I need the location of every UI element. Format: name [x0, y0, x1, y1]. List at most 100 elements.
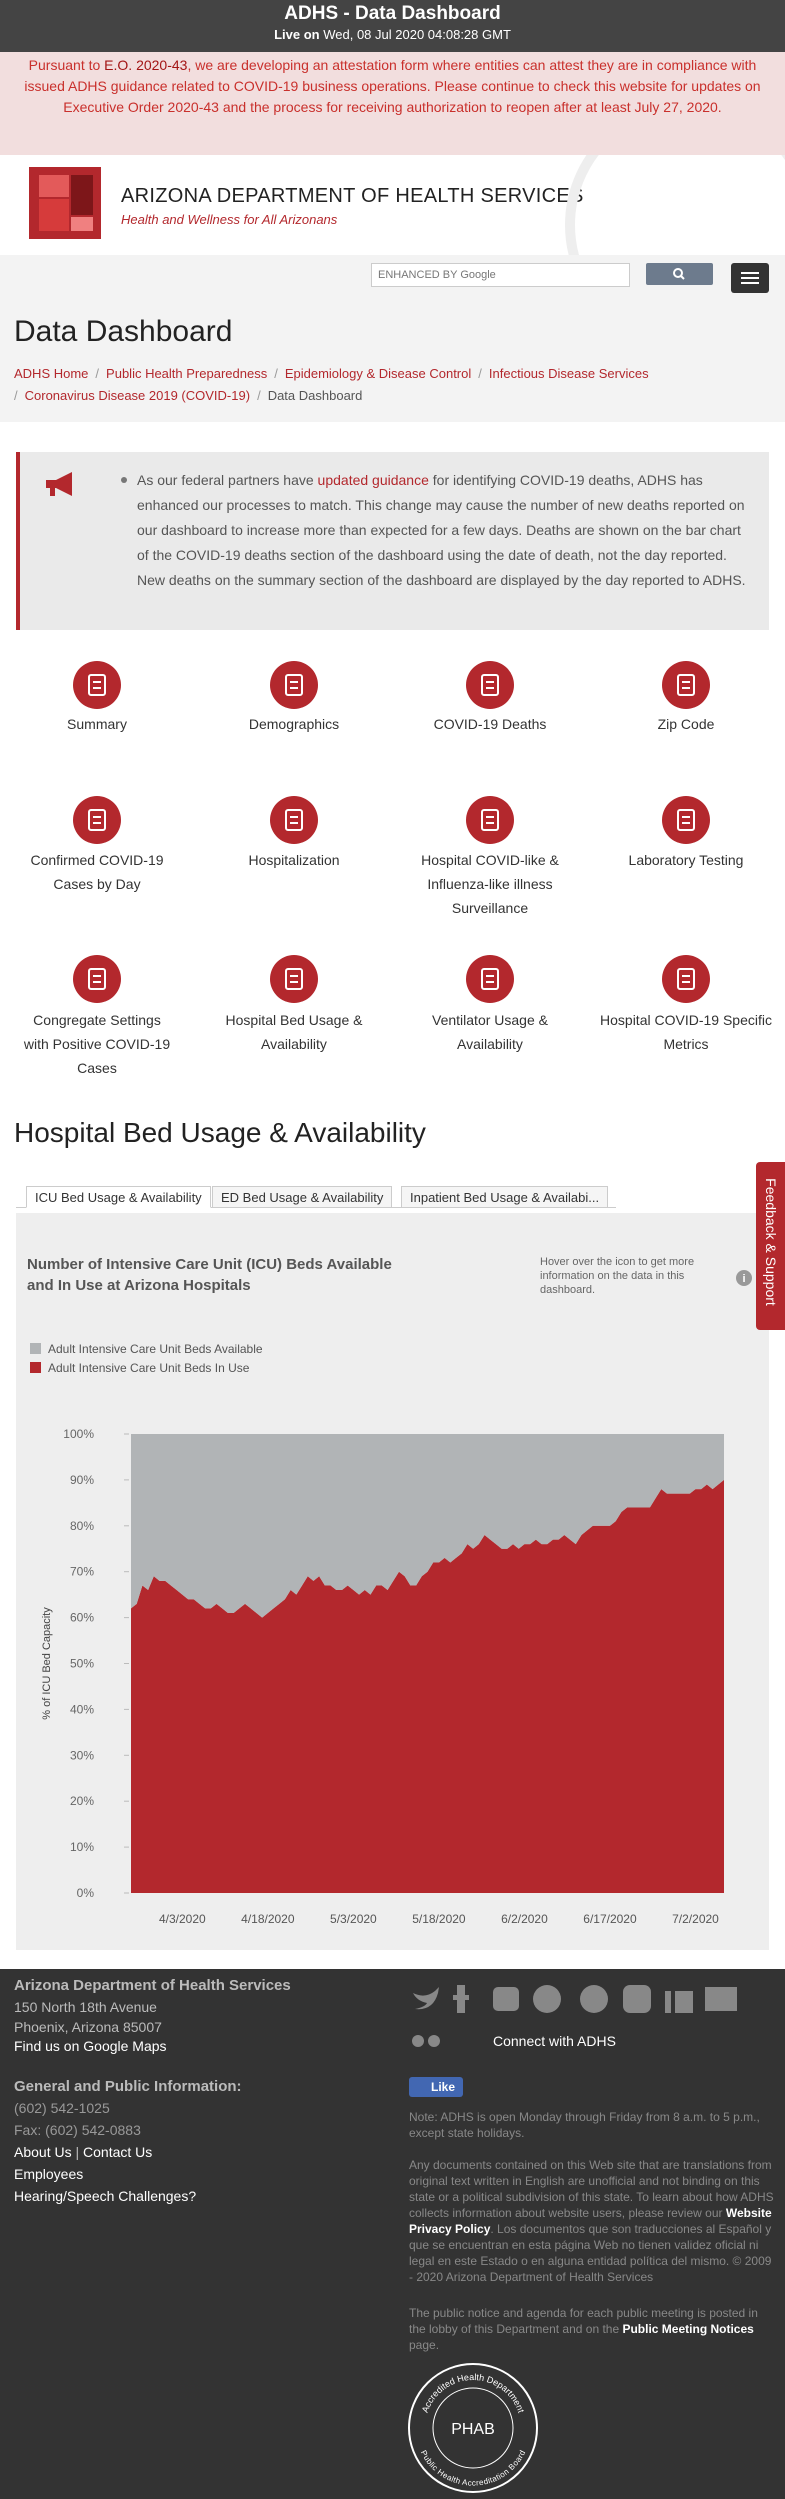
nav-glyph [285, 968, 303, 990]
nav-label[interactable]: Summary [67, 716, 127, 732]
x-tick-label: 7/2/2020 [672, 1912, 719, 1926]
about-link[interactable]: About Us [14, 2144, 72, 2160]
nav-label[interactable]: COVID-19 Deaths [433, 716, 547, 732]
breadcrumb[interactable]: Public Health Preparedness [106, 366, 268, 381]
x-tick-label: 6/17/2020 [583, 1912, 637, 1926]
page-title: Data Dashboard [14, 315, 233, 348]
nav-label[interactable]: Demographics [248, 716, 340, 732]
footer-fax: Fax: (602) 542-0883 [14, 2122, 141, 2138]
bullet [121, 477, 127, 483]
title-band: ENHANCED BY Google Data Dashboard ADHS H… [0, 255, 785, 422]
y-tick-label: 90% [70, 1473, 94, 1487]
nav-label[interactable]: Hospital Bed Usage & Availability [225, 1012, 363, 1052]
disclaimer-text: . Los documentos que son traducciones al… [409, 2222, 772, 2284]
y-tick-label: 50% [70, 1657, 94, 1671]
privacy-link[interactable]: Website Privacy Policy [409, 2206, 772, 2236]
disclaimer-text: Any documents contained on this Web site… [409, 2158, 774, 2220]
y-tick-label: 60% [70, 1611, 94, 1625]
chart: Number of Intensive Care Unit (ICU) Beds… [27, 1256, 752, 1926]
nav-label[interactable]: Hospital COVID-19 Specific Metrics [600, 1012, 772, 1052]
nav-icon[interactable] [466, 661, 514, 709]
nav-label[interactable]: Zip Code [657, 716, 715, 732]
chart-annotation: Hover over the icon to get more informati… [540, 1256, 694, 1296]
disclaimer: Any documents contained on this Web site… [409, 2157, 774, 2285]
search-button[interactable] [646, 263, 713, 285]
megaphone-icon [46, 472, 72, 496]
alert-text: , we are developing an attestation form … [24, 57, 761, 115]
social-icons [413, 1985, 737, 2013]
public-link[interactable]: Public Meeting Notices [622, 2322, 754, 2336]
nav-label[interactable]: Confirmed COVID-19 Cases by Day [30, 852, 164, 892]
nav-label[interactable]: Hospital COVID-like & Influenza-like ill… [421, 852, 559, 916]
site-title: ADHS - Data Dashboard [284, 3, 501, 24]
nav-icon[interactable] [73, 661, 121, 709]
employees-link[interactable]: Employees [14, 2166, 84, 2182]
live-line: Live on Wed, 08 Jul 2020 04:08:28 GMT [0, 27, 785, 42]
tab[interactable]: ED Bed Usage & Availability [212, 1186, 393, 1208]
tab-active[interactable]: ICU Bed Usage & Availability [26, 1186, 211, 1208]
maps-link[interactable]: Find us on Google Maps [14, 2038, 167, 2054]
logo [29, 167, 101, 239]
alert-text: Pursuant to [28, 57, 105, 73]
seal-mark: PHAB [451, 2421, 495, 2438]
breadcrumb[interactable]: Coronavirus Disease 2019 (COVID-19) [24, 388, 251, 403]
nav-icon[interactable] [270, 661, 318, 709]
nav-icon[interactable] [662, 955, 710, 1003]
nav-glyph [481, 968, 499, 990]
footer-phone: (602) 542-1025 [14, 2100, 110, 2116]
legend-label: Adult Intensive Care Unit Beds Available [48, 1342, 263, 1356]
seal-top-path: Accredited Health Department [420, 2372, 527, 2415]
nav-glyph [677, 674, 695, 696]
nav-icon[interactable] [270, 955, 318, 1003]
header: ARIZONA DEPARTMENT OF HEALTH SERVICES He… [0, 155, 785, 255]
breadcrumb-row: ADHS Home / Public Health Preparedness / Epi… [14, 366, 649, 381]
info-icon[interactable] [736, 1270, 752, 1286]
like-button[interactable]: Like [409, 2077, 464, 2097]
connect-text: Connect with ADHS [493, 2033, 616, 2049]
x-tick-label: 5/18/2020 [412, 1912, 466, 1926]
breadcrumb[interactable]: ADHS Home [14, 366, 89, 381]
breadcrumb[interactable]: Epidemiology & Disease Control [284, 366, 472, 381]
breadcrumb[interactable]: Infectious Disease Services [488, 366, 649, 381]
connect-dots [412, 2035, 440, 2047]
live-prefix: Live on [274, 27, 320, 42]
top-bar: ADHS - Data Dashboard Live on Wed, 08 Ju… [0, 0, 785, 52]
nav-icon[interactable] [73, 955, 121, 1003]
search-icon [673, 268, 685, 280]
footer-links: About Us | Contact Us [14, 2144, 153, 2160]
nav-icon[interactable] [662, 796, 710, 844]
nav-label[interactable]: Ventilator Usage & Availability [432, 1012, 548, 1052]
contact-link[interactable]: Contact Us [83, 2144, 153, 2160]
search-input[interactable]: ENHANCED BY Google [371, 263, 630, 287]
tagline: Health and Wellness for All Arizonans [121, 212, 338, 227]
nav-icon[interactable] [466, 955, 514, 1003]
y-tick-label: 20% [70, 1794, 94, 1808]
legend-swatch [30, 1362, 41, 1373]
nav-glyph [481, 674, 499, 696]
nav-label[interactable]: Hospitalization [248, 852, 340, 868]
menu-button[interactable] [731, 263, 769, 293]
nav-icon[interactable] [466, 796, 514, 844]
nav-icon[interactable] [662, 661, 710, 709]
x-tick-label: 4/18/2020 [241, 1912, 295, 1926]
feedback-tab[interactable]: Feedback & Support [756, 1162, 785, 1330]
nav-label[interactable]: Laboratory Testing [628, 852, 744, 868]
notice-link[interactable]: updated guidance [317, 472, 429, 488]
y-tick-label: 80% [70, 1519, 94, 1533]
hearing-link[interactable]: Hearing/Speech Challenges? [14, 2188, 197, 2204]
org-name: ARIZONA DEPARTMENT OF HEALTH SERVICES [121, 185, 584, 207]
breadcrumb-current: Data Dashboard [267, 388, 363, 403]
y-tick-label: 100% [63, 1427, 94, 1441]
nav-icon[interactable] [270, 796, 318, 844]
area [131, 1434, 724, 1618]
seal-top: Accredited Health Department [420, 2372, 527, 2415]
nav-icon[interactable] [73, 796, 121, 844]
alert-link[interactable]: E.O. 2020-43 [104, 57, 188, 73]
nav-glyph [677, 968, 695, 990]
y-tick-label: 30% [70, 1748, 94, 1762]
nav-glyph [285, 674, 303, 696]
nav-label[interactable]: Congregate Settings with Positive COVID-… [23, 1012, 171, 1076]
tab[interactable]: Inpatient Bed Usage & Availabi... [401, 1186, 609, 1208]
